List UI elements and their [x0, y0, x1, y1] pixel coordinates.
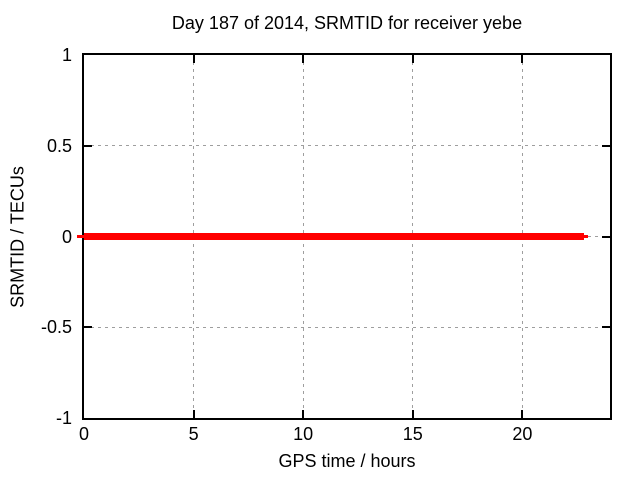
x-tick-label: 5 — [188, 424, 199, 444]
y-tick-label: 1 — [61, 45, 72, 65]
y-tick-mark — [84, 326, 92, 329]
x-tick-mark — [192, 410, 195, 418]
plot-area — [77, 53, 612, 420]
series-end-cap — [583, 235, 588, 238]
series-line — [84, 233, 584, 240]
y-tick-mark-mirror — [602, 144, 610, 147]
x-tick-mark-mirror — [302, 55, 305, 63]
y-tick-label: -0.5 — [40, 317, 72, 338]
y-tick-mark-mirror — [602, 326, 610, 329]
x-tick-label: 10 — [293, 424, 314, 444]
x-tick-mark-mirror — [192, 55, 195, 63]
x-tick-mark-mirror — [521, 55, 524, 63]
y-tick-mark — [84, 144, 92, 147]
x-tick-label: 0 — [78, 424, 90, 444]
y-tick-label: 0.5 — [46, 135, 72, 156]
grid-line-horizontal — [84, 145, 610, 147]
series-start-cap — [77, 235, 84, 238]
x-tick-label: 20 — [512, 424, 533, 444]
chart-title: Day 187 of 2014, SRMTID for receiver yeb… — [171, 13, 523, 33]
x-tick-mark-mirror — [411, 55, 414, 63]
y-tick-label: -1 — [55, 408, 72, 428]
x-tick-mark — [302, 410, 305, 418]
x-tick-mark — [521, 410, 524, 418]
y-tick-label: 0 — [61, 226, 72, 247]
grid-line-horizontal — [84, 326, 610, 328]
y-tick-mark-mirror — [602, 235, 610, 238]
x-tick-label: 15 — [402, 424, 423, 444]
x-tick-mark — [411, 410, 414, 418]
x-axis-label: GPS time / hours — [278, 451, 416, 471]
